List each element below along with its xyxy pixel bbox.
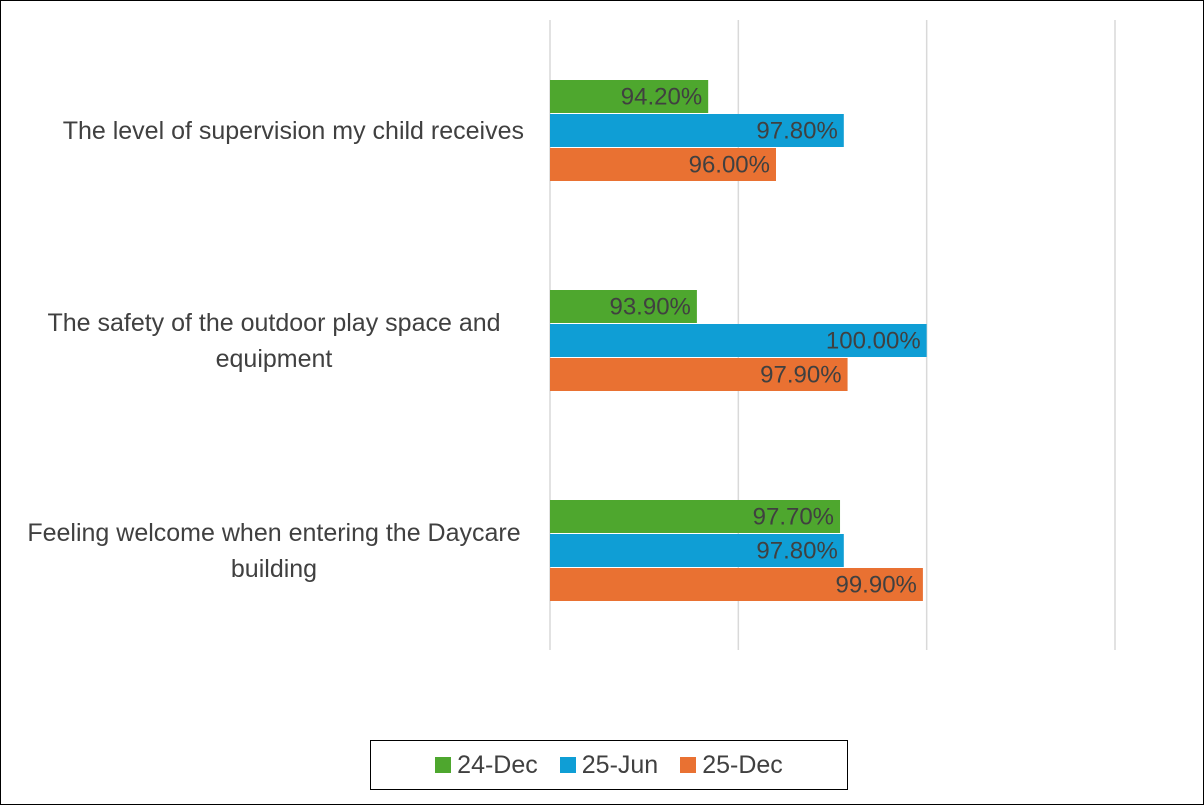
bar <box>550 534 844 567</box>
legend-item: 25-Dec <box>680 751 783 780</box>
data-label: 97.80% <box>756 537 837 564</box>
bar <box>550 114 844 147</box>
data-label: 100.00% <box>826 327 921 354</box>
bar <box>550 568 923 601</box>
bar <box>550 500 841 533</box>
legend-label: 25-Dec <box>702 750 783 779</box>
legend-swatch <box>680 757 697 773</box>
data-label: 94.20% <box>621 83 702 110</box>
legend-label: 25-Jun <box>581 750 659 779</box>
data-label: 97.80% <box>756 117 837 144</box>
data-label: 99.90% <box>835 571 916 598</box>
data-label: 97.70% <box>753 503 834 530</box>
legend: 24-Dec 25-Jun 25-Dec <box>370 740 848 790</box>
legend-item: 25-Jun <box>559 750 659 780</box>
bar <box>550 148 776 181</box>
bar <box>550 80 709 113</box>
legend-label: 24-Dec <box>457 750 538 779</box>
data-label: 93.90% <box>609 293 690 320</box>
category-label: The level of supervision my child receiv… <box>62 117 524 145</box>
bar <box>550 358 848 391</box>
bar <box>550 324 927 357</box>
category-label: Feeling welcome when entering the Daycar… <box>27 519 521 583</box>
legend-swatch <box>559 757 576 773</box>
bar <box>550 290 697 323</box>
data-label: 96.00% <box>689 151 770 178</box>
legend-item: 24-Dec <box>435 751 538 780</box>
category-label: The safety of the outdoor play space and… <box>47 309 501 373</box>
data-label: 97.90% <box>760 361 841 388</box>
legend-swatch <box>435 757 452 773</box>
